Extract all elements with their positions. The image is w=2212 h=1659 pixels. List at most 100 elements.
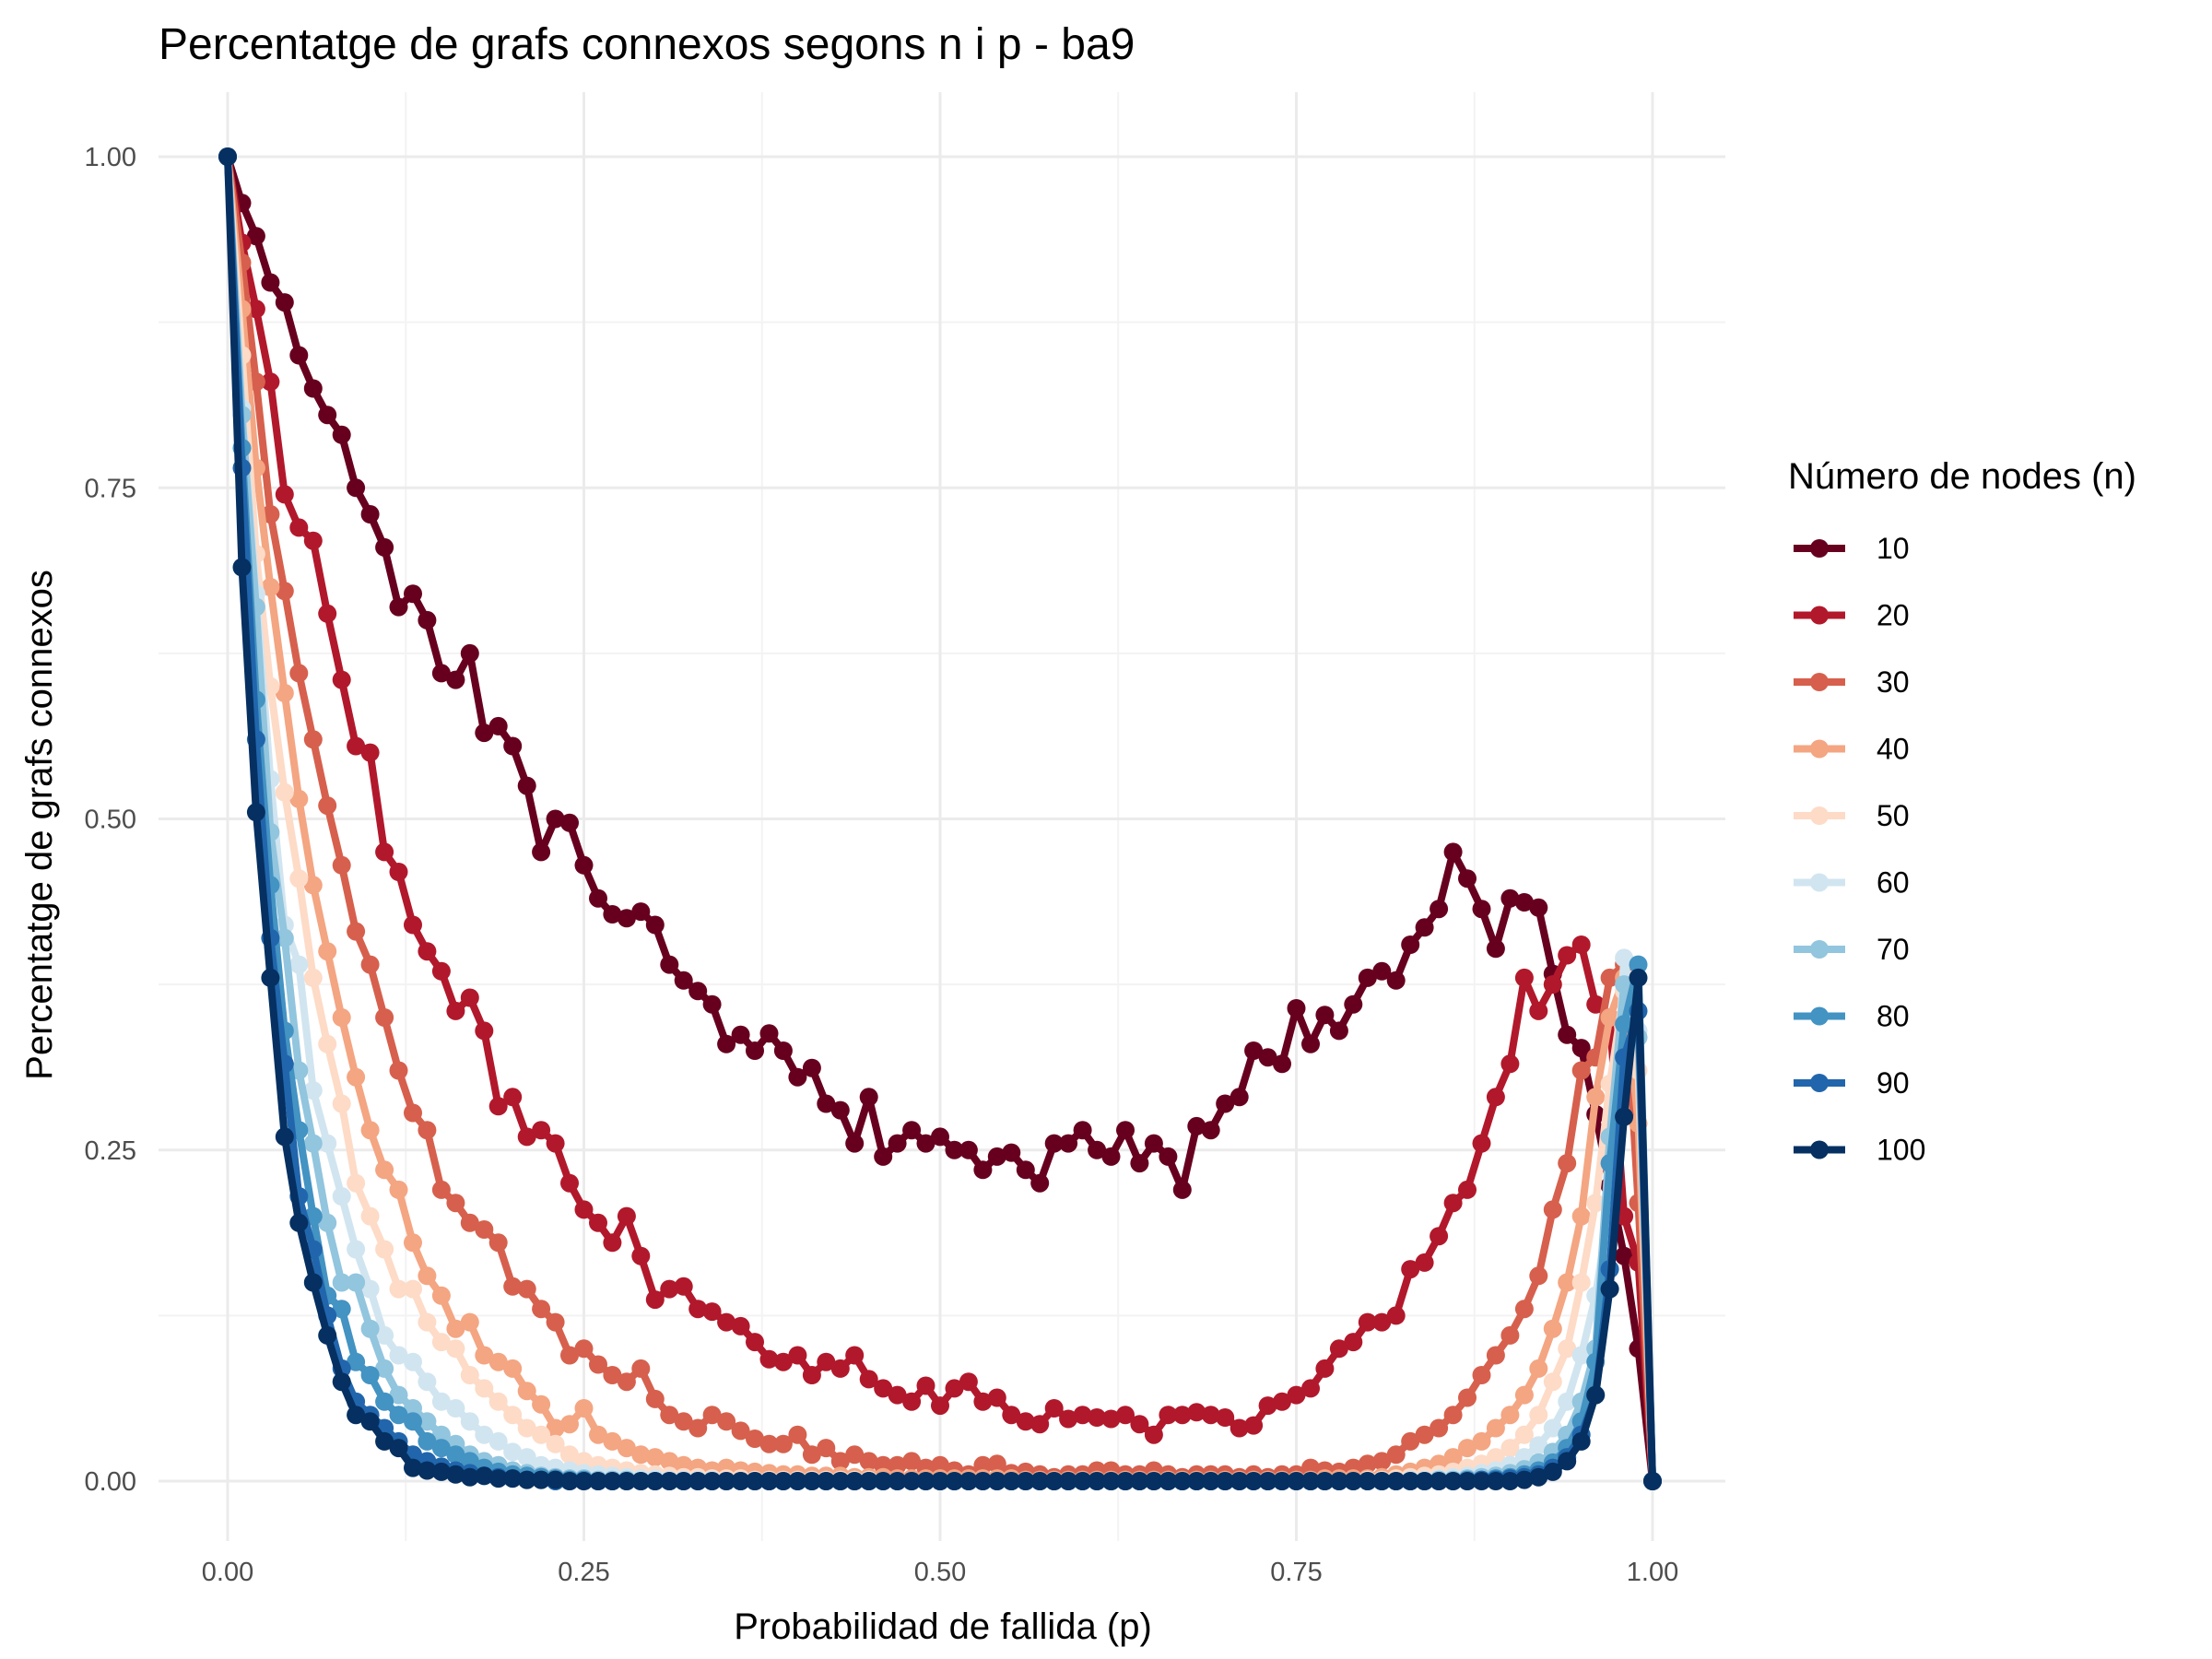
axis-layer: 0.00 0.25 0.50 0.75 1.00 0.00 0.25 0.50 0.75 1.00 <box>85 143 1679 1587</box>
data-point <box>517 1418 536 1438</box>
data-point <box>603 1233 622 1253</box>
data-point <box>759 1349 779 1369</box>
data-point <box>617 1372 636 1392</box>
data-point <box>318 604 337 623</box>
data-point <box>289 1213 309 1232</box>
data-point <box>261 578 280 596</box>
legend-key-point <box>1810 873 1829 892</box>
data-point <box>503 1469 523 1488</box>
data-point <box>931 1472 949 1490</box>
data-point <box>674 1472 693 1490</box>
x-tick-label: 1.00 <box>1627 1558 1678 1587</box>
data-point <box>1258 1472 1277 1490</box>
data-point <box>1088 1140 1107 1159</box>
data-point <box>404 1279 422 1299</box>
data-point <box>389 1279 408 1299</box>
data-point <box>1116 1406 1135 1425</box>
data-point <box>688 1300 708 1319</box>
data-point <box>759 1434 779 1453</box>
data-point <box>261 968 280 987</box>
data-point <box>773 1434 793 1453</box>
data-point <box>404 1399 422 1418</box>
data-point <box>1571 1273 1591 1292</box>
data-point <box>532 842 551 862</box>
data-point <box>759 1024 779 1043</box>
data-point <box>702 994 722 1014</box>
data-point <box>1415 1472 1434 1490</box>
data-point <box>674 1412 693 1431</box>
data-point <box>246 803 265 822</box>
data-point <box>1301 1472 1320 1490</box>
data-point <box>1144 1134 1163 1153</box>
data-point <box>1543 1418 1562 1438</box>
data-point <box>1159 1147 1178 1166</box>
data-point <box>1258 1396 1277 1416</box>
data-point <box>1030 1173 1050 1193</box>
data-point <box>418 1121 437 1140</box>
data-point <box>688 982 708 1001</box>
data-point <box>603 905 622 924</box>
data-point <box>360 743 380 762</box>
data-point <box>746 1472 764 1490</box>
data-point <box>503 1406 523 1425</box>
data-point <box>1458 1472 1477 1490</box>
data-point <box>1273 1054 1291 1074</box>
data-point <box>503 736 523 756</box>
data-point <box>1159 1472 1178 1490</box>
data-point <box>347 1173 366 1193</box>
y-tick-label: 1.00 <box>85 143 136 172</box>
data-point <box>1044 1472 1064 1490</box>
data-point <box>1273 1472 1291 1490</box>
data-point <box>717 1034 736 1053</box>
data-point <box>318 942 337 961</box>
data-point <box>1401 1260 1420 1279</box>
data-point <box>404 1412 422 1431</box>
data-point <box>973 1455 993 1475</box>
data-point <box>1287 1385 1306 1405</box>
data-point <box>1558 1025 1577 1044</box>
data-point <box>446 1399 465 1418</box>
data-point <box>375 1240 394 1259</box>
data-point <box>375 1325 394 1345</box>
data-point <box>1529 1406 1548 1425</box>
data-point <box>830 1452 850 1471</box>
data-point <box>1116 1121 1135 1140</box>
data-point <box>503 1442 523 1462</box>
legend-label: 10 <box>1877 532 1910 565</box>
data-point <box>475 1425 494 1444</box>
data-point <box>589 1355 607 1374</box>
data-point <box>631 1359 651 1378</box>
data-point <box>460 1467 479 1487</box>
data-point <box>1472 1431 1491 1451</box>
data-point <box>674 1277 693 1296</box>
data-point <box>746 1333 764 1352</box>
data-point <box>460 643 479 663</box>
data-point <box>1386 1306 1406 1325</box>
data-point <box>888 1472 907 1490</box>
data-point <box>289 346 309 365</box>
data-point <box>503 1359 523 1378</box>
data-point <box>303 730 323 749</box>
data-point <box>546 1312 565 1332</box>
data-point <box>959 1372 978 1392</box>
data-point <box>888 1385 907 1405</box>
data-point <box>1172 1406 1192 1425</box>
data-point <box>1500 1325 1520 1345</box>
data-point <box>318 1034 337 1053</box>
data-point <box>731 1316 750 1335</box>
data-point <box>874 1472 893 1490</box>
data-point <box>560 1415 579 1434</box>
data-point <box>332 1300 351 1319</box>
chart-title: Percentatge de grafs connexos segons n i… <box>159 20 1135 69</box>
data-point <box>360 1279 380 1299</box>
data-point <box>1301 1034 1320 1053</box>
data-point <box>289 664 309 683</box>
data-point <box>945 1472 964 1490</box>
data-point <box>475 1346 494 1365</box>
data-point <box>660 1406 679 1425</box>
data-point <box>1415 1253 1434 1272</box>
legend-label: 50 <box>1877 799 1910 832</box>
data-point <box>1187 1472 1206 1490</box>
data-point <box>1443 842 1463 862</box>
